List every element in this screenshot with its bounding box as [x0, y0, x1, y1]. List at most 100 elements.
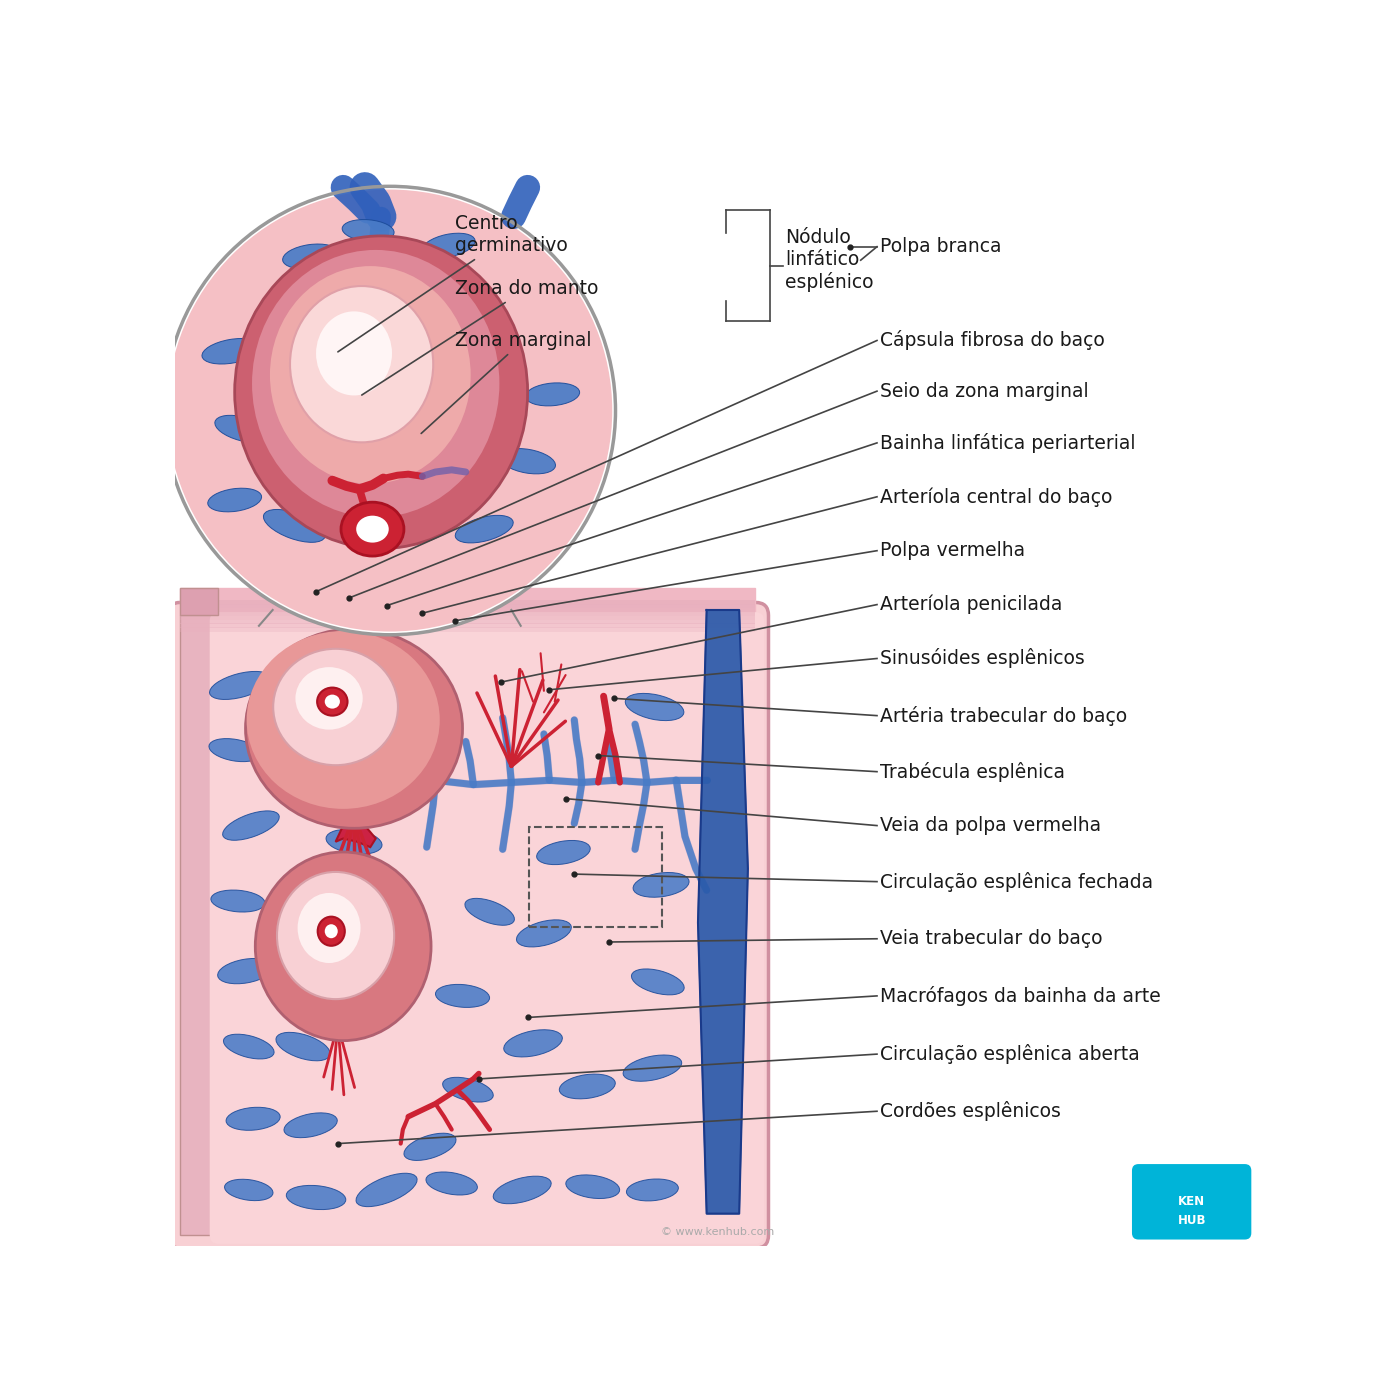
Ellipse shape: [493, 1176, 552, 1204]
Ellipse shape: [455, 312, 512, 343]
Text: Artéria trabecular do baço: Artéria trabecular do baço: [881, 706, 1127, 725]
Ellipse shape: [270, 266, 470, 484]
Ellipse shape: [295, 647, 358, 680]
Ellipse shape: [566, 1175, 620, 1198]
Text: Trabécula esplênica: Trabécula esplênica: [881, 762, 1065, 781]
Polygon shape: [181, 616, 218, 1235]
Text: Cordões esplênicos: Cordões esplênicos: [881, 1102, 1061, 1121]
Circle shape: [168, 189, 612, 631]
Ellipse shape: [435, 984, 490, 1008]
Text: Veia da polpa vermelha: Veia da polpa vermelha: [881, 816, 1102, 834]
Ellipse shape: [426, 1172, 477, 1196]
Polygon shape: [699, 610, 748, 1214]
Polygon shape: [181, 588, 756, 616]
Text: © www.kenhub.com: © www.kenhub.com: [661, 1228, 774, 1238]
Text: Cápsula fibrosa do baço: Cápsula fibrosa do baço: [881, 330, 1105, 350]
Text: Circulação esplênica fechada: Circulação esplênica fechada: [881, 872, 1154, 892]
Ellipse shape: [224, 1179, 273, 1201]
Ellipse shape: [356, 1173, 417, 1207]
Text: Veia trabecular do baço: Veia trabecular do baço: [881, 930, 1103, 948]
Ellipse shape: [263, 510, 325, 542]
Ellipse shape: [214, 416, 270, 442]
Ellipse shape: [326, 829, 382, 854]
Ellipse shape: [223, 811, 279, 840]
Text: Centro
germinativo: Centro germinativo: [337, 214, 567, 351]
Text: Macrófagos da bainha da arte: Macrófagos da bainha da arte: [881, 986, 1161, 1007]
Ellipse shape: [405, 1133, 456, 1161]
Ellipse shape: [210, 672, 270, 700]
Text: HUB: HUB: [1177, 1214, 1205, 1226]
Ellipse shape: [342, 220, 393, 241]
Ellipse shape: [325, 924, 337, 938]
Ellipse shape: [455, 515, 514, 543]
Circle shape: [164, 186, 616, 634]
Ellipse shape: [295, 668, 363, 729]
Ellipse shape: [283, 244, 339, 269]
Ellipse shape: [298, 893, 361, 963]
FancyBboxPatch shape: [210, 612, 764, 1243]
Ellipse shape: [316, 311, 392, 395]
Ellipse shape: [276, 1032, 330, 1061]
Ellipse shape: [560, 1074, 615, 1099]
Ellipse shape: [207, 489, 262, 512]
Ellipse shape: [442, 1078, 493, 1102]
Ellipse shape: [284, 1113, 337, 1138]
FancyBboxPatch shape: [1133, 1163, 1252, 1239]
Ellipse shape: [316, 715, 370, 742]
Text: Arteríola penicilada: Arteríola penicilada: [881, 595, 1063, 615]
Text: Sinusóides esplênicos: Sinusóides esplênicos: [881, 648, 1085, 668]
Text: Seio da zona marginal: Seio da zona marginal: [881, 382, 1089, 400]
Ellipse shape: [421, 234, 475, 258]
Text: KEN: KEN: [1177, 1196, 1205, 1208]
Ellipse shape: [631, 969, 685, 995]
Text: Polpa branca: Polpa branca: [881, 237, 1002, 256]
Ellipse shape: [245, 629, 462, 829]
Ellipse shape: [290, 286, 433, 442]
Ellipse shape: [536, 840, 591, 865]
Ellipse shape: [500, 448, 556, 473]
Ellipse shape: [318, 917, 344, 946]
Text: Arteríola central do baço: Arteríola central do baço: [881, 487, 1113, 507]
Ellipse shape: [225, 1107, 280, 1130]
Text: Zona do manto: Zona do manto: [361, 279, 598, 395]
Ellipse shape: [361, 704, 412, 731]
Text: Bainha linfática periarterial: Bainha linfática periarterial: [881, 433, 1135, 452]
Text: Zona marginal: Zona marginal: [421, 330, 591, 434]
Ellipse shape: [209, 739, 260, 762]
Ellipse shape: [356, 515, 389, 543]
Ellipse shape: [211, 890, 265, 911]
FancyBboxPatch shape: [181, 623, 756, 627]
Ellipse shape: [235, 237, 528, 549]
FancyBboxPatch shape: [168, 602, 769, 1249]
Ellipse shape: [255, 853, 431, 1040]
Ellipse shape: [342, 503, 405, 556]
Text: Nódulo
linfático
esplénico: Nódulo linfático esplénico: [785, 228, 874, 293]
Ellipse shape: [277, 872, 395, 1000]
FancyBboxPatch shape: [181, 612, 756, 616]
FancyBboxPatch shape: [181, 601, 756, 605]
Text: Polpa vermelha: Polpa vermelha: [881, 542, 1025, 560]
Polygon shape: [181, 588, 218, 616]
Ellipse shape: [465, 899, 514, 925]
Ellipse shape: [525, 382, 580, 406]
Ellipse shape: [517, 920, 571, 946]
Ellipse shape: [633, 872, 689, 897]
Ellipse shape: [252, 251, 500, 517]
Ellipse shape: [202, 339, 260, 364]
Ellipse shape: [504, 1030, 563, 1057]
Ellipse shape: [273, 648, 398, 766]
Ellipse shape: [246, 631, 440, 809]
Ellipse shape: [287, 1186, 346, 1210]
Ellipse shape: [287, 876, 346, 904]
Polygon shape: [336, 818, 375, 847]
FancyBboxPatch shape: [181, 620, 756, 624]
FancyBboxPatch shape: [181, 605, 756, 609]
Ellipse shape: [217, 959, 273, 984]
Ellipse shape: [318, 687, 347, 715]
Ellipse shape: [626, 1179, 679, 1201]
FancyBboxPatch shape: [181, 616, 756, 620]
Ellipse shape: [626, 693, 683, 721]
Ellipse shape: [623, 1056, 682, 1081]
Ellipse shape: [325, 694, 340, 708]
Ellipse shape: [224, 1035, 274, 1058]
